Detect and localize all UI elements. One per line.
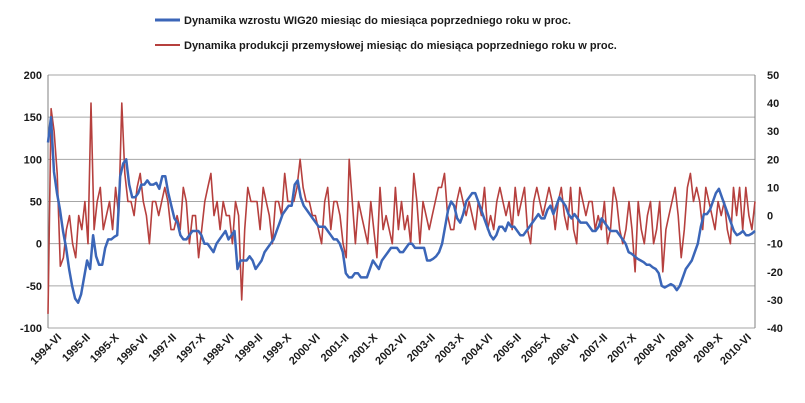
x-tick-label: 2005-II [491,332,524,365]
series-line-industrial [47,102,756,314]
legend-label-wig20: Dynamika wzrostu WIG20 miesiąc do miesią… [184,15,571,27]
right-tick-label: 30 [767,126,779,138]
legend: Dynamika wzrostu WIG20 miesiąc do miesią… [155,15,617,52]
right-tick-label: 50 [767,70,779,82]
x-tick-label: 2001-II [319,332,352,365]
left-tick-label: -50 [26,281,42,293]
x-tick-label: 2010-VI [718,332,754,368]
x-axis: 1994-VI1995-II1995-X1996-VI1997-II1997-X… [28,331,753,367]
right-tick-label: -10 [767,239,783,251]
right-tick-label: 10 [767,182,779,194]
x-tick-label: 2009-II [664,332,697,365]
right-tick-label: 0 [767,211,773,223]
x-tick-label: 2000-VI [287,332,323,368]
x-tick-label: 2002-VI [373,332,409,368]
x-tick-label: 1994-VI [28,332,64,368]
right-tick-label: -20 [767,267,783,279]
series-line-wig20 [46,115,756,304]
x-tick-label: 2007-II [577,332,610,365]
right-tick-label: -40 [767,323,783,335]
x-tick-label: 2008-VI [632,332,668,368]
right-tick-label: 20 [767,154,779,166]
left-tick-label: 50 [30,197,42,209]
right-axis: -40 -30 -20 -10 0 10 20 30 40 50 [767,70,783,335]
x-tick-label: 1998-VI [201,332,237,368]
series-group [46,102,756,314]
right-tick-label: -30 [767,295,783,307]
x-tick-label: 1996-VI [115,332,151,368]
left-axis: -100 -50 0 50 100 150 200 [20,70,42,335]
x-tick-label: 1995-II [60,332,93,365]
left-tick-label: -100 [20,323,42,335]
left-tick-label: 200 [24,70,42,82]
legend-label-industrial: Dynamika produkcji przemysłowej miesiąc … [184,40,617,52]
left-tick-label: 150 [24,112,42,124]
x-tick-label: 2003-II [405,332,438,365]
x-tick-label: 1999-II [233,332,266,365]
right-tick-label: 40 [767,98,779,110]
x-tick-label: 2004-VI [459,332,495,368]
left-tick-label: 100 [24,154,42,166]
left-tick-label: 0 [36,239,42,251]
x-tick-label: 2006-VI [546,332,582,368]
x-tick-label: 1997-II [146,332,179,365]
